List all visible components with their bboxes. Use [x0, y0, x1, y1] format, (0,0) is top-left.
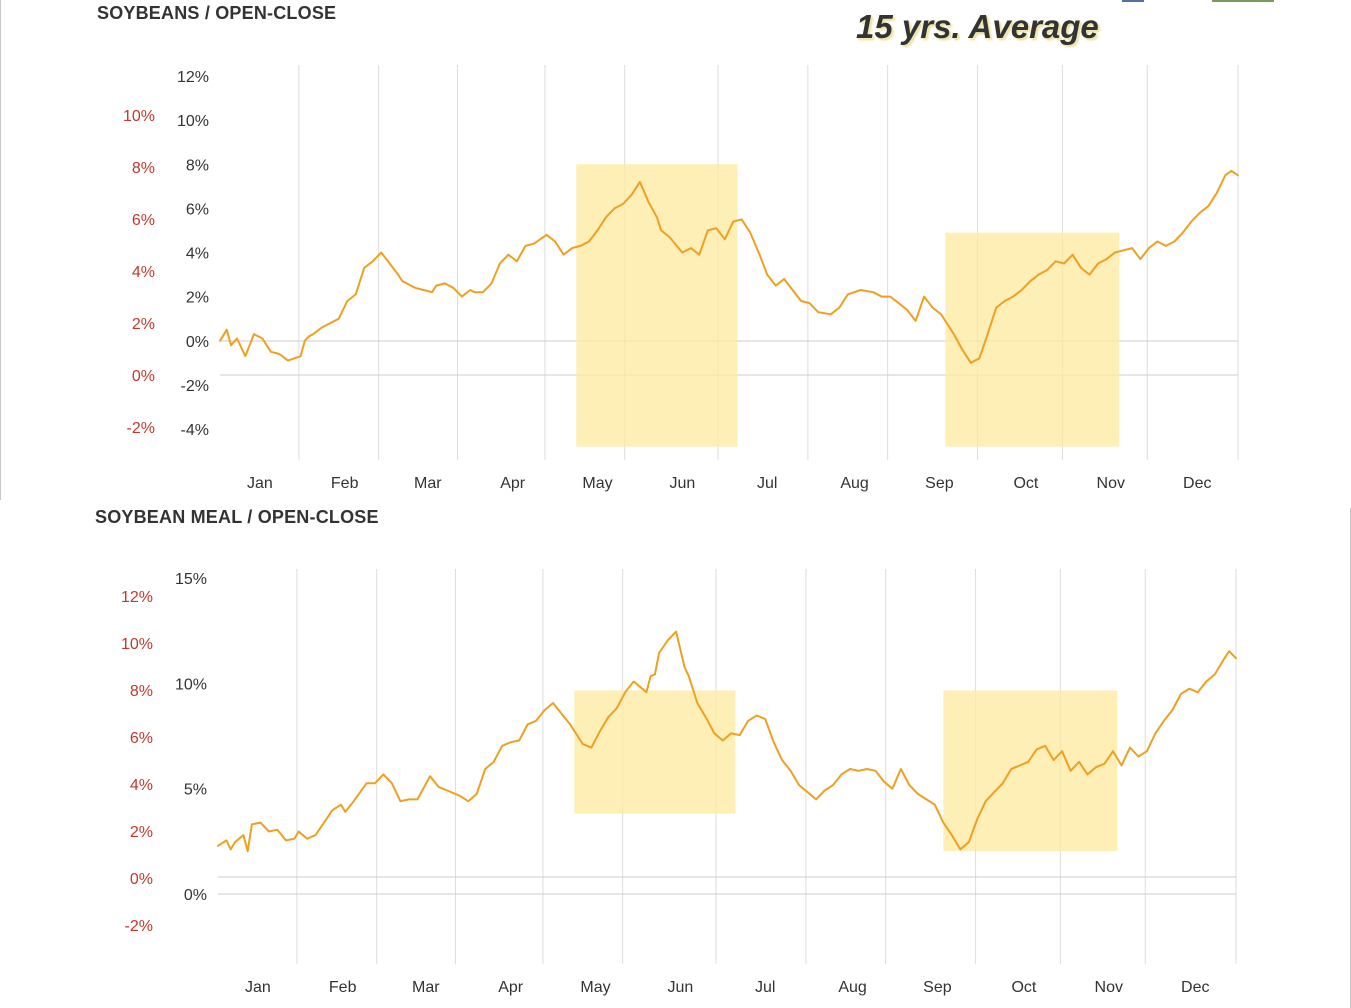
chart-title-soybeans: SOYBEANS / OPEN-CLOSE	[97, 3, 337, 23]
month-label-nov: Nov	[1097, 475, 1125, 492]
outer-axis-tick-label: -2%	[127, 420, 155, 437]
soybeans-chart: 12% 10% 8% 6% 4% 2% 0% -2% -4% 10% 8% 6% 4% 2% 0% -2% Ja…	[123, 65, 1239, 492]
inner-axis-tick-label: 5%	[184, 782, 207, 799]
month-label-jul: Jul	[757, 475, 777, 492]
month-label-oct: Oct	[1011, 979, 1036, 996]
soybean-meal-chart: 15% 10% 5% 0% 12% 10% 8% 6% 4% 2% 0% -2% Jan Feb Mar Ap…	[121, 569, 1237, 996]
outer-axis-tick-label: 6%	[130, 730, 153, 747]
page-title: 15 yrs. Average	[856, 8, 1099, 45]
inner-axis-tick-label: 8%	[186, 157, 209, 174]
month-label-jan: Jan	[245, 979, 271, 996]
inner-axis-tick-label: 6%	[186, 201, 209, 218]
month-label-may: May	[580, 979, 610, 996]
month-label-aug: Aug	[840, 475, 868, 492]
month-label-dec: Dec	[1181, 979, 1209, 996]
outer-axis-tick-label: 6%	[132, 212, 155, 229]
month-label-may: May	[582, 475, 612, 492]
month-label-jan: Jan	[247, 475, 273, 492]
month-label-mar: Mar	[412, 979, 440, 996]
month-label-oct: Oct	[1013, 475, 1038, 492]
outer-axis-tick-label: 2%	[132, 316, 155, 333]
inner-axis-tick-label: -4%	[181, 422, 209, 439]
seasonal-highlight-1	[574, 690, 736, 814]
inner-axis-tick-label: 0%	[184, 887, 207, 904]
seasonal-highlight-2	[943, 690, 1118, 852]
outer-axis-tick-label: 2%	[130, 824, 153, 841]
outer-axis-tick-label: 4%	[132, 264, 155, 281]
month-label-jun: Jun	[667, 979, 693, 996]
outer-axis-tick-label: 0%	[130, 871, 153, 888]
inner-axis-tick-label: -2%	[181, 378, 209, 395]
month-label-mar: Mar	[414, 475, 442, 492]
series-line	[219, 169, 1239, 364]
month-label-jul: Jul	[755, 979, 775, 996]
month-label-aug: Aug	[838, 979, 866, 996]
outer-axis-tick-label: 12%	[121, 589, 153, 606]
month-label-feb: Feb	[329, 979, 357, 996]
chart-title-soybean-meal: SOYBEAN MEAL / OPEN-CLOSE	[95, 507, 379, 527]
inner-axis-tick-label: 10%	[177, 113, 209, 130]
inner-axis-tick-label: 10%	[175, 676, 207, 693]
outer-axis-tick-label: 8%	[132, 160, 155, 177]
month-label-apr: Apr	[498, 979, 524, 996]
inner-axis-tick-label: 15%	[175, 571, 207, 588]
outer-axis-tick-label: 4%	[130, 777, 153, 794]
outer-axis-tick-label: 10%	[121, 636, 153, 653]
outer-axis-tick-label: 0%	[132, 368, 155, 385]
outer-axis-tick-label: -2%	[125, 918, 153, 935]
inner-axis-tick-label: 4%	[186, 246, 209, 263]
page-left-rule	[0, 0, 1, 500]
month-label-apr: Apr	[500, 475, 526, 492]
month-label-nov: Nov	[1095, 979, 1123, 996]
month-label-feb: Feb	[331, 475, 359, 492]
month-label-sep: Sep	[923, 979, 952, 996]
month-label-sep: Sep	[925, 475, 954, 492]
outer-axis-tick-label: 10%	[123, 108, 155, 125]
cropped-logo-mark	[1212, 0, 1274, 2]
inner-axis-tick-label: 12%	[177, 69, 209, 86]
month-label-jun: Jun	[669, 475, 695, 492]
cropped-logo-mark	[1122, 0, 1144, 2]
seasonal-highlight-2	[945, 232, 1120, 447]
month-label-dec: Dec	[1183, 475, 1211, 492]
series-line	[217, 630, 1237, 853]
outer-axis-tick-label: 8%	[130, 683, 153, 700]
inner-axis-tick-label: 0%	[186, 334, 209, 351]
seasonal-highlight-1	[576, 164, 738, 447]
inner-axis-tick-label: 2%	[186, 290, 209, 307]
